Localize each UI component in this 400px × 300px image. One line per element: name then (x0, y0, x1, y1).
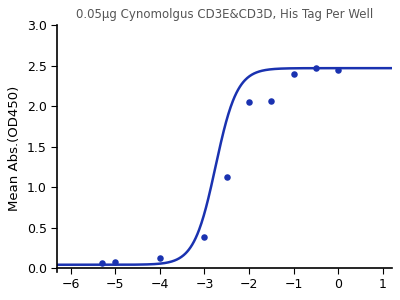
Point (99, 261, 105, 266)
Point (313, 66, 319, 70)
Point (157, 256, 163, 261)
Point (246, 100, 252, 104)
Y-axis label: Mean Abs.(OD450): Mean Abs.(OD450) (8, 86, 21, 211)
Title: 0.05μg Cynomolgus CD3E&CD3D, His Tag Per Well: 0.05μg Cynomolgus CD3E&CD3D, His Tag Per… (76, 8, 373, 21)
Point (201, 235, 208, 240)
Point (268, 98, 274, 103)
Point (112, 259, 118, 264)
Point (290, 71, 297, 76)
Point (335, 68, 341, 72)
Point (224, 174, 230, 179)
